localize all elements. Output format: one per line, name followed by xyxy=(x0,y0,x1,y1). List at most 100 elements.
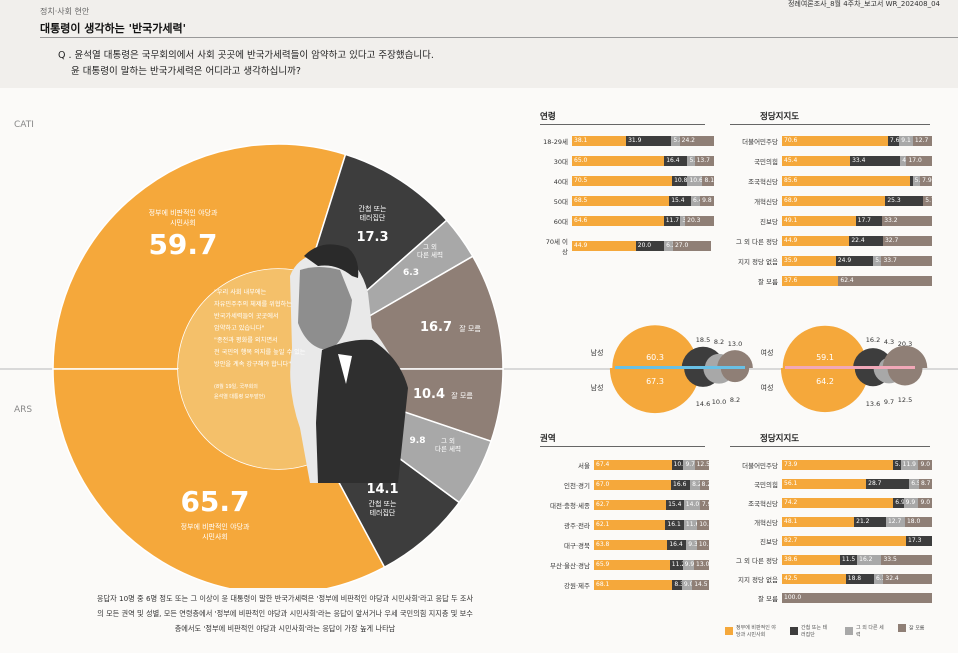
bar-segment: 9.0 xyxy=(918,498,932,508)
bar-segment: 65.9 xyxy=(594,560,670,570)
female-gender-band xyxy=(785,366,915,369)
bar-segment: 14.0 xyxy=(683,500,700,510)
male-cati-small-value-3: 13.0 xyxy=(728,340,742,348)
bar-row-label: 지지 정당 없음 xyxy=(737,258,778,266)
bar-segment: 62.7 xyxy=(594,500,667,510)
male-cati-value: 60.3 xyxy=(646,353,664,362)
bar-segment: 5.5 xyxy=(873,256,882,266)
bar-segment: 10.5 xyxy=(696,540,709,550)
bar-segment: 64.6 xyxy=(572,216,664,226)
bar-segment: 12.7 xyxy=(885,517,905,527)
bar-row-label: 40대 xyxy=(553,178,568,186)
stacked-bar: 65.911.29.913.0 xyxy=(594,560,709,570)
stacked-bar: 62.715.414.07.9 xyxy=(594,500,709,510)
bar-segment: 73.9 xyxy=(782,460,893,470)
bar-segment: 9.3 xyxy=(686,540,697,550)
stacked-bar: 45.433.44.217.0 xyxy=(782,156,932,166)
stacked-bar: 67.016.68.28.2 xyxy=(594,480,709,490)
quote-line-2: 자유민주주의 체제를 위협하는 xyxy=(214,300,292,308)
panel-rule-region xyxy=(540,446,705,447)
bar-segment: 13.0 xyxy=(694,560,709,570)
legend-item-spies: 간첩 또는 테러집단 xyxy=(790,624,831,638)
ars-value-spies: 14.1 xyxy=(366,482,399,497)
bar-segment: 21.2 xyxy=(854,517,886,527)
mode-label-ars: ARS xyxy=(14,405,33,415)
bar-segment: 4.2 xyxy=(900,156,907,166)
bar-segment: 85.6 xyxy=(782,176,911,186)
stacked-bar: 38.6 11.5 16.2 33.5 xyxy=(782,555,932,565)
bar-row: 강원·제주 68.18.39.014.5 xyxy=(540,580,709,590)
bar-segment: 82.7 xyxy=(782,536,907,546)
bar-segment: 6.2 xyxy=(664,241,673,251)
quote-line-7: 방안을 계속 강구해야 합니다" xyxy=(214,360,291,368)
bar-segment: 5.2 xyxy=(892,460,901,470)
male-cati-small-3 xyxy=(717,350,753,368)
bar-segment: 38.6 xyxy=(782,555,840,565)
bar-segment: 33.2 xyxy=(882,216,932,226)
ars-value-opposition: 65.7 xyxy=(180,485,250,518)
female-ars-value: 64.2 xyxy=(816,377,834,386)
bar-segment: 11.2 xyxy=(669,560,683,570)
stacked-bar: 44.9 22.4 32.7 xyxy=(782,236,932,246)
cati-label-other: 그 외 다른 세력 xyxy=(417,243,443,259)
bar-segment: 10.6 xyxy=(687,176,703,186)
bar-segment: 70.6 xyxy=(782,136,888,146)
bar-segment: 35.9 xyxy=(782,256,836,266)
bar-segment: 13.7 xyxy=(694,156,715,166)
ars-value-unknown: 10.4 xyxy=(412,387,446,402)
bar-segment: 16.4 xyxy=(667,540,687,550)
stacked-bar: 67.410.49.712.5 xyxy=(594,460,709,470)
cati-label-opposition: 정부에 비판적인 야당과 시민사회 xyxy=(148,209,218,227)
bar-segment: 33.4 xyxy=(850,156,901,166)
portrait-photo xyxy=(290,244,408,483)
bar-row-label: 대구·경북 xyxy=(564,542,590,550)
male-ars-opposition xyxy=(609,368,701,414)
bar-row: 40대 70.5 10.8 10.6 8.1 xyxy=(540,176,714,186)
bar-segment: 20.0 xyxy=(635,241,665,251)
bar-row: 조국혁신당 74.2 6.9 9.9 9.0 xyxy=(728,498,932,508)
bar-segment: 27.0 xyxy=(672,241,712,251)
bar-segment: 8.2 xyxy=(699,480,709,490)
bar-row-label: 조국혁신당 xyxy=(748,178,778,186)
stacked-bar: 64.611.73.420.3 xyxy=(572,216,714,226)
mode-label-cati: CATI xyxy=(14,120,34,130)
female-label-cati: 여성 xyxy=(761,348,774,357)
bar-row: 국민의힘 45.433.44.217.0 xyxy=(728,156,932,166)
bar-row: 60대 64.611.73.420.3 xyxy=(540,216,714,226)
bar-row: 더불어민주당 70.6 7.6 9.1 12.7 xyxy=(728,136,932,146)
male-ars-small-3 xyxy=(720,368,750,383)
bar-segment: 44.9 xyxy=(782,236,850,246)
bar-row: 지지 정당 없음 35.924.95.533.7 xyxy=(728,256,932,266)
stacked-bar: 44.920.06.227.0 xyxy=(572,241,714,251)
bar-row-label: 인천·경기 xyxy=(564,482,590,490)
ars-label-opposition: 정부에 비판적인 야당과 시민사회 xyxy=(180,523,250,541)
cati-value-opposition: 59.7 xyxy=(148,228,218,261)
male-gender-band xyxy=(615,366,745,369)
female-ars-small-value-2: 9.7 xyxy=(884,398,894,406)
bar-segment: 20.3 xyxy=(685,216,714,226)
bar-segment: 12.5 xyxy=(694,460,709,470)
bar-segment: 14.5 xyxy=(692,580,709,590)
cati-label-spies: 간첩 또는 테러집단 xyxy=(358,205,387,222)
legend-item-opposition: 정부에 비판적인 야당과 시민사회 xyxy=(725,624,776,638)
bar-segment: 9.1 xyxy=(899,136,913,146)
bar-segment: 24.2 xyxy=(679,136,714,146)
bar-segment: 25.3 xyxy=(885,196,924,206)
stacked-bar: 35.924.95.533.7 xyxy=(782,256,932,266)
bar-row-label: 지지 정당 없음 xyxy=(737,576,778,584)
bar-segment: 9.0 xyxy=(918,460,932,470)
bar-row-label: 진보당 xyxy=(760,218,778,226)
stacked-bar: 85.61.55.07.9 xyxy=(782,176,932,186)
female-cati-small-value-3: 20.3 xyxy=(898,340,912,348)
bar-row-label: 잘 모름 xyxy=(757,278,778,286)
bar-segment: 49.1 xyxy=(782,216,856,226)
bar-segment: 11.7 xyxy=(663,216,681,226)
panel-title-party-ars: 정당지지도 xyxy=(760,434,800,444)
bar-segment: 32.7 xyxy=(882,236,932,246)
bar-row: 대구·경북 63.816.49.310.5 xyxy=(540,540,709,550)
stacked-bar: 65.016.45.013.7 xyxy=(572,156,715,166)
question-line-1: Q . 윤석열 대통령은 국무회의에서 사회 곳곳에 반국가세력들이 암약하고 … xyxy=(58,50,434,61)
bar-segment: 68.5 xyxy=(572,196,670,206)
ars-value-other: 9.8 xyxy=(409,436,426,446)
bar-segment: 8.7 xyxy=(918,479,932,489)
